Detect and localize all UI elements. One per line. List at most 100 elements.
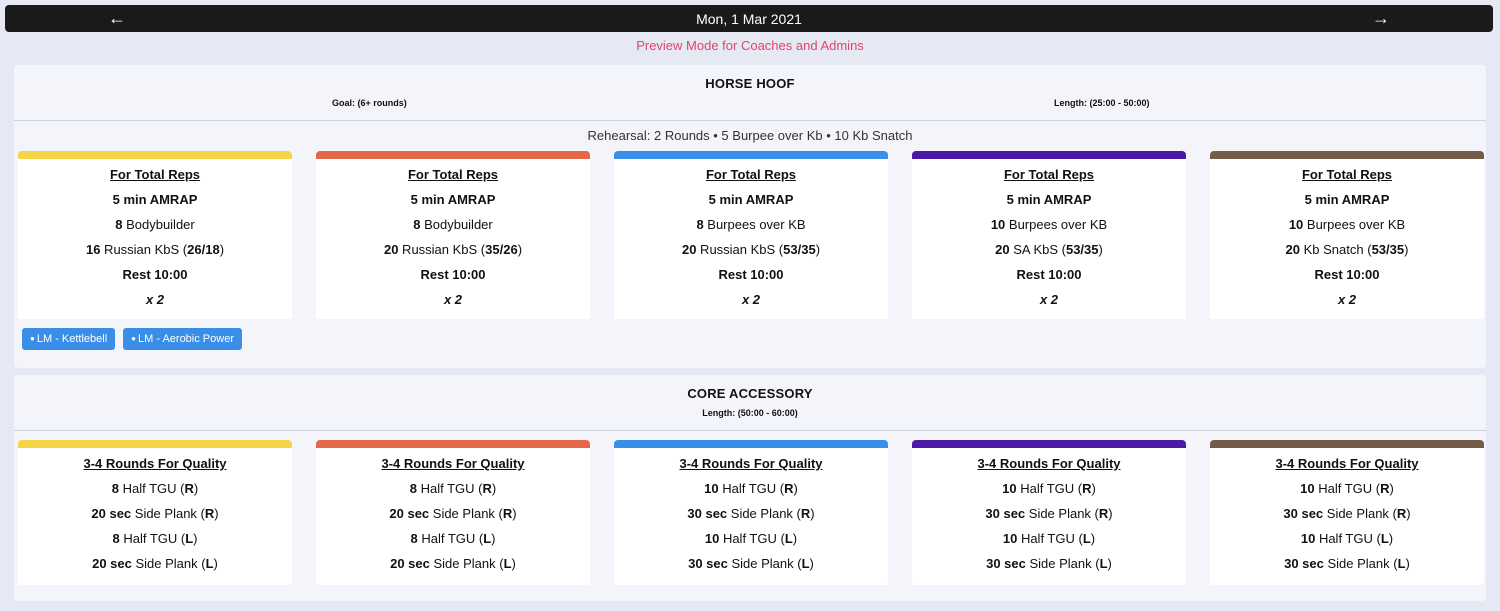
exercise-name: Burpees over KB (1303, 217, 1406, 232)
rep-count: 20 sec (389, 506, 430, 521)
exercise-line: 10 Half TGU (R) (1210, 476, 1484, 501)
level-color-bar (18, 151, 292, 159)
exercise-line: 30 sec Side Plank (L) (614, 551, 888, 576)
level-card: For Total Reps 5 min AMRAP 10 Burpees over… (1210, 151, 1484, 319)
exercise-line: 8 Bodybuilder (18, 212, 292, 237)
level-card: For Total Reps 5 min AMRAP 8 Bodybuilder 20… (316, 151, 590, 319)
rep-count: 10 (1300, 481, 1315, 496)
rep-count: 10 (1002, 531, 1018, 546)
paren-close: ) (511, 556, 516, 571)
exercise-line: 20 Russian KbS (53/35) (614, 237, 888, 262)
exercise-name: Burpees over KB (703, 217, 806, 232)
exercise-line: 20 sec Side Plank (R) (18, 501, 292, 526)
load-value: 26/18 (187, 242, 220, 257)
paren-close: ) (491, 481, 497, 496)
section-header: HORSE HOOF Goal: (6+ rounds) Length: (25… (14, 65, 1486, 121)
exercise-line: 20 sec Side Plank (R) (316, 501, 590, 526)
rest-time: Rest 10:00 (420, 267, 486, 282)
exercise-name: Half TGU ( (1017, 531, 1083, 546)
workout-section-core-accessory: CORE ACCESSORY Length: (50:00 - 60:00) 3… (14, 375, 1486, 601)
exercise-line: 20 SA KbS (53/35) (912, 237, 1186, 262)
level-color-bar (316, 151, 590, 159)
rep-count: 30 sec (688, 556, 728, 571)
paren-close: ) (1098, 242, 1103, 257)
tag-list: ● LM - Kettlebell ● LM - Aerobic Power (22, 328, 242, 350)
rounds-multiplier: x 2 (1039, 292, 1059, 307)
load-value: R (1380, 481, 1390, 496)
exercise-name: Half TGU ( (417, 481, 483, 496)
rep-count: 30 sec (687, 506, 728, 521)
exercise-line: 10 Half TGU (L) (614, 526, 888, 551)
level-cards: For Total Reps 5 min AMRAP 8 Bodybuilder 16… (18, 151, 1484, 319)
load-value: R (1082, 481, 1092, 496)
section-goal: Goal: (6+ rounds) (332, 98, 407, 108)
load-value: R (1098, 506, 1109, 521)
tag-badge[interactable]: ● LM - Aerobic Power (123, 328, 242, 350)
rounds-multiplier: x 2 (1337, 292, 1357, 307)
exercise-name: Half TGU ( (1314, 481, 1381, 496)
load-value: L (205, 556, 214, 571)
level-color-bar (912, 440, 1186, 448)
load-value: L (1380, 531, 1389, 546)
exercise-line: 8 Half TGU (L) (316, 526, 590, 551)
exercise-line: 20 Kb Snatch (53/35) (1210, 237, 1484, 262)
card-title: 3-4 Rounds For Quality (1275, 456, 1419, 471)
level-card: For Total Reps 5 min AMRAP 10 Burpees over… (912, 151, 1186, 319)
exercise-name: Side Plank ( (131, 556, 206, 571)
paren-close: ) (1389, 481, 1394, 496)
load-value: R (784, 481, 794, 496)
workout-format: 5 min AMRAP (112, 192, 198, 207)
level-color-bar (18, 440, 292, 448)
workout-section-horse-hoof: HORSE HOOF Goal: (6+ rounds) Length: (25… (14, 65, 1486, 368)
rep-count: 20 sec (92, 556, 132, 571)
rounds-multiplier: x 2 (145, 292, 165, 307)
tag-badge[interactable]: ● LM - Kettlebell (22, 328, 116, 350)
rep-count: 8 (409, 481, 417, 496)
exercise-name: Russian KbS ( (696, 242, 784, 257)
exercise-line: 16 Russian KbS (26/18) (18, 237, 292, 262)
exercise-line: 8 Bodybuilder (316, 212, 590, 237)
rest-time: Rest 10:00 (1314, 267, 1380, 282)
level-card: 3-4 Rounds For Quality 10 Half TGU (R) 30 … (912, 440, 1186, 585)
level-color-bar (614, 151, 888, 159)
rep-count: 16 (85, 242, 101, 257)
exercise-line: 8 Half TGU (R) (316, 476, 590, 501)
rep-count: 10 (1002, 481, 1017, 496)
load-value: R (502, 506, 513, 521)
exercise-name: Burpees over KB (1005, 217, 1108, 232)
previous-day-arrow-icon[interactable]: ← (108, 8, 126, 28)
paren-close: ) (1388, 531, 1394, 546)
paren-close: ) (213, 556, 218, 571)
rep-count: 30 sec (1284, 556, 1324, 571)
paren-close: ) (193, 531, 198, 546)
section-length: Length: (50:00 - 60:00) (702, 408, 798, 418)
next-day-arrow-icon[interactable]: → (1372, 8, 1390, 28)
exercise-line: 8 Half TGU (L) (18, 526, 292, 551)
card-title: For Total Reps (407, 167, 499, 182)
exercise-line: 30 sec Side Plank (L) (912, 551, 1186, 576)
paren-close: ) (517, 242, 523, 257)
rep-count: 20 (1285, 242, 1301, 257)
load-value: L (801, 556, 810, 571)
bullet-icon: ● (30, 334, 35, 343)
card-title: For Total Reps (705, 167, 797, 182)
load-value: 53/35 (1065, 242, 1099, 257)
exercise-name: Russian KbS ( (398, 242, 486, 257)
paren-close: ) (219, 242, 225, 257)
load-value: R (800, 506, 811, 521)
paren-close: ) (792, 531, 798, 546)
rep-count: 20 (681, 242, 697, 257)
rep-count: 20 sec (91, 506, 132, 521)
level-card: 3-4 Rounds For Quality 10 Half TGU (R) 30 … (1210, 440, 1484, 585)
exercise-line: 30 sec Side Plank (R) (614, 501, 888, 526)
exercise-line: 30 sec Side Plank (R) (1210, 501, 1484, 526)
paren-close: ) (1108, 506, 1113, 521)
load-value: L (784, 531, 793, 546)
level-color-bar (912, 151, 1186, 159)
rep-count: 20 (383, 242, 399, 257)
rep-count: 10 (990, 217, 1006, 232)
load-value: L (483, 531, 492, 546)
rep-count: 30 sec (985, 506, 1026, 521)
rep-count: 10 (1300, 531, 1316, 546)
rep-count: 8 (696, 217, 704, 232)
